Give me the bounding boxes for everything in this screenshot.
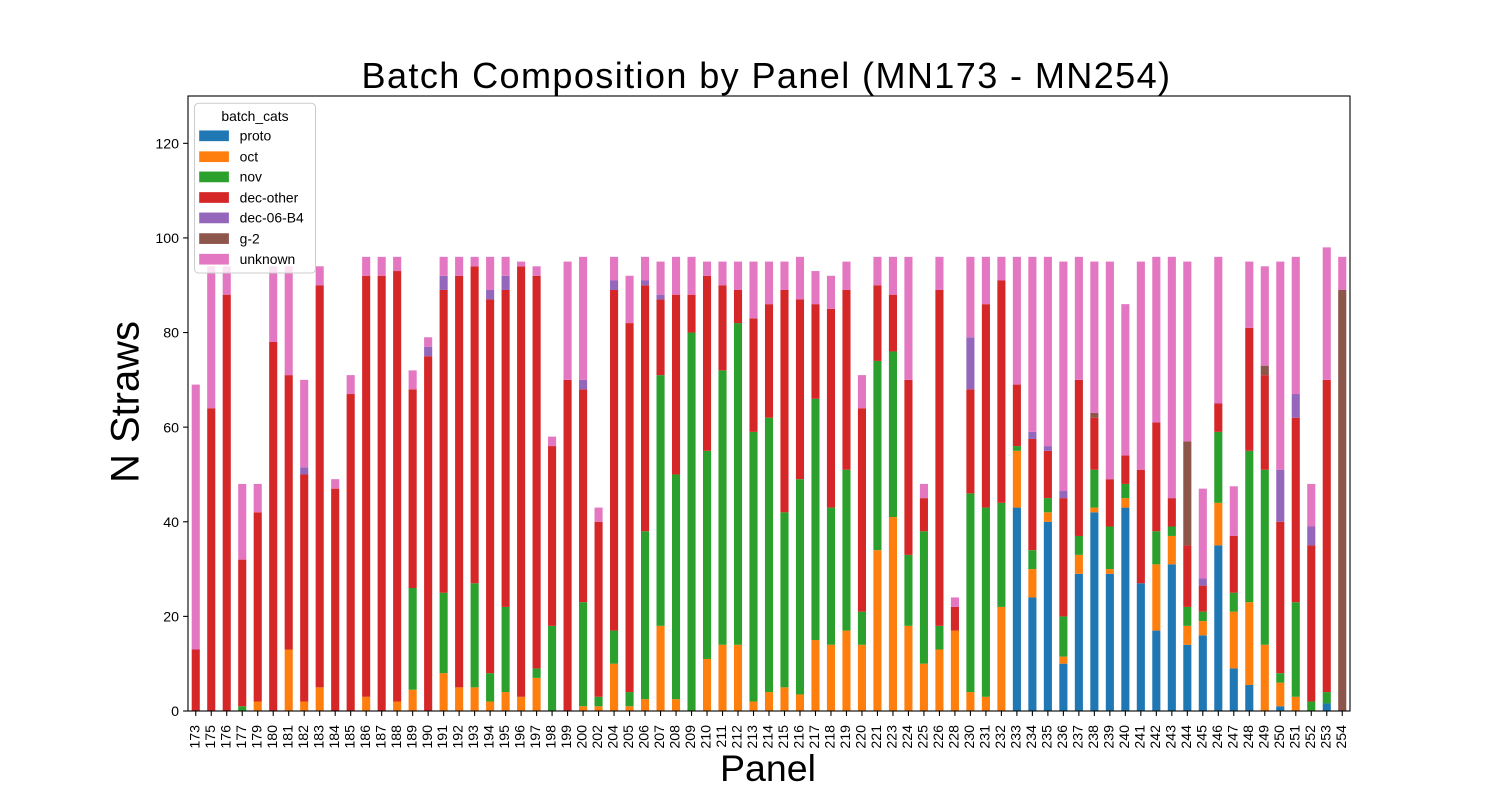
svg-text:187: 187 — [373, 725, 389, 749]
svg-text:212: 212 — [730, 725, 746, 749]
svg-text:40: 40 — [163, 515, 179, 531]
svg-text:dec-06-B4: dec-06-B4 — [240, 210, 304, 226]
svg-text:217: 217 — [807, 725, 823, 749]
svg-text:241: 241 — [1132, 725, 1148, 749]
svg-text:196: 196 — [513, 725, 529, 749]
svg-text:176: 176 — [218, 725, 234, 749]
svg-text:218: 218 — [823, 725, 839, 749]
svg-text:g-2: g-2 — [240, 230, 260, 246]
svg-text:190: 190 — [420, 725, 436, 749]
svg-text:235: 235 — [1039, 725, 1055, 749]
svg-text:181: 181 — [280, 725, 296, 749]
svg-text:189: 189 — [404, 725, 420, 749]
svg-text:175: 175 — [203, 725, 219, 749]
svg-text:208: 208 — [668, 725, 684, 749]
svg-text:234: 234 — [1024, 725, 1040, 749]
svg-text:206: 206 — [637, 725, 653, 749]
svg-text:215: 215 — [776, 725, 792, 749]
svg-text:dec-other: dec-other — [240, 189, 299, 205]
svg-text:223: 223 — [885, 725, 901, 749]
svg-text:N Straws: N Straws — [104, 321, 148, 483]
svg-text:192: 192 — [451, 725, 467, 749]
svg-text:188: 188 — [389, 725, 405, 749]
svg-text:207: 207 — [652, 725, 668, 749]
svg-text:182: 182 — [296, 725, 312, 749]
svg-text:198: 198 — [544, 725, 560, 749]
svg-text:199: 199 — [559, 725, 575, 749]
svg-text:254: 254 — [1334, 725, 1350, 749]
svg-text:239: 239 — [1101, 725, 1117, 749]
svg-text:200: 200 — [575, 725, 591, 749]
svg-text:240: 240 — [1117, 725, 1133, 749]
svg-text:224: 224 — [900, 725, 916, 749]
svg-text:204: 204 — [606, 725, 622, 749]
svg-text:205: 205 — [621, 725, 637, 749]
svg-text:251: 251 — [1287, 725, 1303, 749]
svg-text:250: 250 — [1272, 725, 1288, 749]
svg-text:proto: proto — [240, 128, 272, 144]
svg-text:237: 237 — [1070, 725, 1086, 749]
svg-text:230: 230 — [962, 725, 978, 749]
svg-text:238: 238 — [1086, 725, 1102, 749]
svg-text:221: 221 — [869, 725, 885, 749]
svg-text:214: 214 — [761, 725, 777, 749]
svg-text:60: 60 — [163, 420, 179, 436]
svg-text:193: 193 — [466, 725, 482, 749]
svg-text:246: 246 — [1210, 725, 1226, 749]
svg-text:209: 209 — [683, 725, 699, 749]
svg-text:nov: nov — [240, 169, 262, 185]
svg-text:213: 213 — [745, 725, 761, 749]
svg-text:225: 225 — [916, 725, 932, 749]
svg-text:219: 219 — [838, 725, 854, 749]
svg-text:216: 216 — [792, 725, 808, 749]
svg-text:226: 226 — [931, 725, 947, 749]
svg-text:233: 233 — [1008, 725, 1024, 749]
svg-text:120: 120 — [155, 137, 179, 153]
svg-text:Batch Composition by Panel (MN: Batch Composition by Panel (MN173 - MN25… — [362, 55, 1172, 96]
svg-text:195: 195 — [497, 725, 513, 749]
svg-text:180: 180 — [265, 725, 281, 749]
svg-text:179: 179 — [249, 725, 265, 749]
svg-text:177: 177 — [234, 725, 250, 749]
svg-text:248: 248 — [1241, 725, 1257, 749]
svg-text:unknown: unknown — [240, 251, 296, 267]
svg-text:100: 100 — [155, 231, 179, 247]
svg-text:184: 184 — [327, 725, 343, 749]
svg-text:249: 249 — [1256, 725, 1272, 749]
svg-text:252: 252 — [1303, 725, 1319, 749]
svg-text:244: 244 — [1179, 725, 1195, 749]
svg-text:253: 253 — [1318, 725, 1334, 749]
svg-text:211: 211 — [714, 725, 730, 748]
svg-text:0: 0 — [171, 704, 179, 720]
svg-text:236: 236 — [1055, 725, 1071, 749]
svg-text:245: 245 — [1194, 725, 1210, 749]
svg-text:228: 228 — [947, 725, 963, 749]
svg-text:80: 80 — [163, 326, 179, 342]
svg-text:247: 247 — [1225, 725, 1241, 749]
svg-text:194: 194 — [482, 725, 498, 749]
svg-text:231: 231 — [978, 725, 994, 749]
svg-text:20: 20 — [163, 610, 179, 626]
svg-text:173: 173 — [187, 725, 203, 749]
svg-text:Panel: Panel — [720, 747, 816, 789]
svg-text:242: 242 — [1148, 725, 1164, 749]
svg-text:185: 185 — [342, 725, 358, 749]
svg-text:183: 183 — [311, 725, 327, 749]
svg-text:210: 210 — [699, 725, 715, 749]
svg-text:202: 202 — [590, 725, 606, 749]
svg-text:220: 220 — [854, 725, 870, 749]
svg-text:186: 186 — [358, 725, 374, 749]
svg-text:batch_cats: batch_cats — [221, 108, 288, 124]
svg-text:232: 232 — [993, 725, 1009, 749]
svg-text:oct: oct — [240, 149, 259, 165]
svg-text:243: 243 — [1163, 725, 1179, 749]
svg-text:191: 191 — [435, 725, 451, 749]
svg-text:197: 197 — [528, 725, 544, 749]
